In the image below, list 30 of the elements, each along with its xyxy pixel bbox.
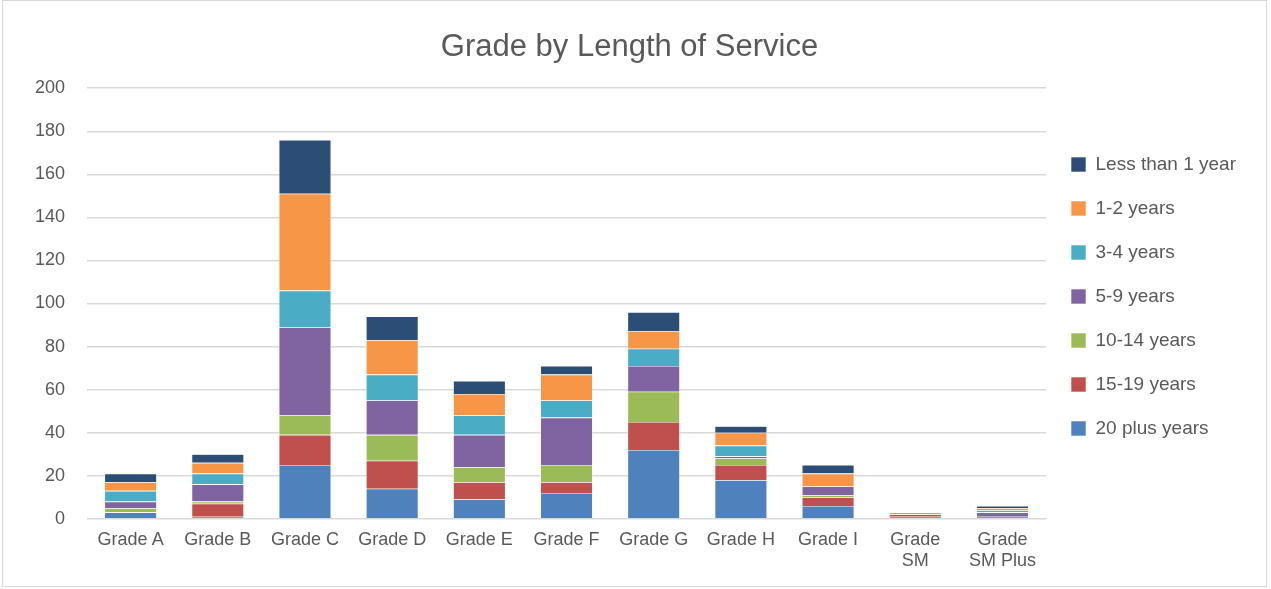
- y-tick-label: 60: [45, 378, 66, 399]
- y-tick-label: 100: [34, 292, 66, 313]
- legend-label: 5-9 years: [1095, 284, 1175, 306]
- legend-label: 1-2 years: [1095, 196, 1175, 218]
- x-tick-label: Grade B: [184, 528, 252, 549]
- legend-label: 3-4 years: [1095, 240, 1175, 262]
- y-tick-label: 40: [45, 421, 66, 442]
- legend-label: 20 plus years: [1095, 416, 1209, 438]
- x-tick-label: Grade SM: [890, 528, 941, 571]
- x-tick-label: Grade G: [619, 528, 689, 549]
- legend-label: 15-19 years: [1095, 372, 1196, 394]
- x-tick-label: Grade F: [533, 528, 600, 549]
- y-tick-label: 20: [45, 464, 66, 485]
- x-tick-label: Grade H: [706, 528, 775, 549]
- legend-label: Less than 1 year: [1095, 152, 1237, 174]
- y-tick-label: 200: [34, 77, 66, 98]
- y-tick-label: 180: [34, 120, 66, 141]
- y-tick-label: 160: [34, 163, 66, 184]
- y-tick-label: 120: [34, 249, 66, 270]
- y-tick-label: 80: [45, 335, 66, 356]
- y-tick-label: 140: [34, 206, 66, 227]
- x-tick-label: Grade SM Plus: [968, 528, 1036, 571]
- x-tick-label: Grade A: [97, 528, 164, 549]
- x-tick-label: Grade E: [445, 528, 513, 549]
- x-tick-label: Grade D: [358, 528, 427, 549]
- chart-title: Grade by Length of Service: [440, 28, 819, 64]
- legend-label: 10-14 years: [1095, 328, 1196, 350]
- y-tick-label: 0: [55, 507, 66, 528]
- x-tick-label: Grade I: [798, 528, 859, 549]
- x-tick-label: Grade C: [270, 528, 339, 549]
